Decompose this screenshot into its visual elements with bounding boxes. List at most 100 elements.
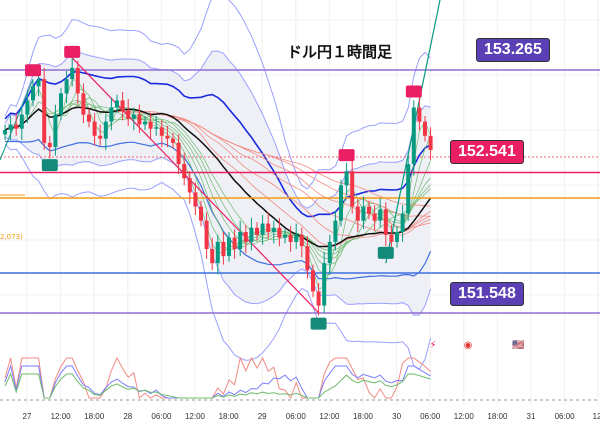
candle-body (148, 121, 153, 129)
x-tick: 30 (392, 412, 402, 421)
candle-body (14, 124, 19, 129)
candle-body (19, 114, 24, 129)
candle-body (260, 223, 265, 235)
oscillator-slow (4, 372, 431, 399)
swing-low-marker (377, 246, 394, 259)
candle-body (395, 232, 399, 242)
candle-body (428, 135, 433, 150)
x-tick: 28 (123, 412, 133, 421)
candle-body (355, 206, 360, 221)
swing-high-marker (338, 149, 355, 162)
price-label-151548: 151.548 (450, 282, 524, 306)
candle-body (255, 227, 259, 235)
candle-body (47, 142, 52, 148)
candle-body (249, 227, 254, 242)
candle-body (271, 227, 276, 233)
target-icon[interactable]: ◉ (463, 340, 473, 351)
candle-body (378, 209, 383, 221)
swing-high-marker (64, 45, 81, 58)
candle-body (193, 192, 198, 207)
x-tick: 12: (592, 412, 600, 421)
candle-body (294, 234, 299, 242)
x-tick: 06:00 (151, 412, 172, 421)
candle-body (137, 114, 142, 125)
x-tick: 12:00 (319, 412, 340, 421)
candle-body (199, 206, 203, 221)
x-tick: 06:00 (554, 412, 575, 421)
candle-body (36, 79, 41, 87)
x-tick: 29 (257, 412, 267, 421)
candle-body (182, 164, 187, 179)
candle-body (311, 270, 315, 292)
candle-body (305, 246, 310, 271)
candle-body (277, 227, 282, 238)
x-tick: 06:00 (285, 412, 306, 421)
x-tick: 12:00 (50, 412, 71, 421)
candle-body (81, 93, 86, 115)
candle-body (25, 100, 30, 115)
candle-body (238, 232, 243, 249)
candle-body (322, 263, 327, 306)
candle-body (383, 209, 388, 235)
candle-body (232, 237, 237, 249)
x-tick: 12:00 (184, 412, 206, 421)
x-tick: 18:00 (218, 412, 239, 421)
candle-body (210, 248, 215, 264)
candle-body (389, 234, 394, 242)
candle-body (42, 79, 47, 143)
candle-body (98, 135, 103, 139)
candle-body (159, 127, 164, 136)
candle-body (266, 223, 271, 233)
x-tick: 18:00 (487, 412, 508, 421)
candle-body (70, 67, 75, 80)
us-flag-icon[interactable]: 🇺🇸 (512, 340, 525, 351)
candle-body (361, 206, 366, 221)
oscillator-mid (4, 364, 431, 399)
candle-body (131, 114, 136, 119)
ma-ribbon-fast (4, 100, 431, 260)
candle-body (176, 142, 181, 165)
candle-body (350, 171, 355, 207)
x-tick: 27 (22, 412, 32, 421)
oscillator-fast (4, 356, 431, 400)
candle-body (411, 107, 416, 165)
candle-body (406, 164, 411, 214)
candle-body (339, 185, 343, 221)
candle-body (171, 138, 175, 143)
candle-body (423, 121, 427, 136)
candle-body (109, 107, 114, 122)
candle-body (372, 213, 377, 221)
candle-body (187, 178, 192, 193)
candle-body (221, 241, 226, 257)
candle-body (344, 171, 349, 186)
x-tick: 18:00 (84, 412, 105, 421)
swing-low-marker (310, 317, 327, 330)
lightning-icon[interactable]: ⚡ (429, 340, 437, 351)
candle-body (64, 79, 69, 94)
candle-body (215, 241, 220, 264)
candle-body (120, 100, 125, 111)
candle-body (417, 107, 422, 122)
candle-body (31, 86, 35, 101)
candle-body (204, 220, 209, 249)
candle-body (8, 124, 13, 131)
bollinger-lower (4, 143, 432, 370)
candle-body (400, 213, 405, 233)
candle-body (87, 114, 91, 122)
candle-body (333, 220, 338, 242)
x-tick: 31 (526, 412, 536, 421)
x-tick: 06:00 (420, 412, 441, 421)
candle-body (243, 232, 248, 242)
candle-body (126, 110, 131, 119)
candle-body (165, 135, 170, 139)
candle-body (75, 67, 80, 94)
orange-level-label: 2,073) (0, 233, 23, 241)
candle-body (367, 206, 371, 214)
candle-body (154, 127, 159, 129)
candle-body (316, 291, 321, 306)
candle-body (92, 121, 97, 136)
candle-body (103, 121, 108, 139)
candle-body (227, 237, 231, 257)
chart-title: ドル円１時間足 (287, 43, 393, 61)
